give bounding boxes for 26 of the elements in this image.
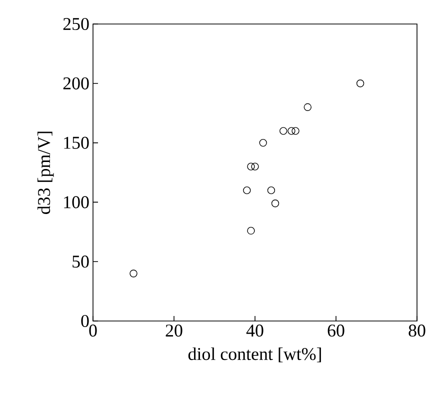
y-tick-label: 0: [81, 314, 89, 328]
point: [288, 127, 296, 135]
x-tick-label: 80: [408, 324, 426, 337]
point: [271, 200, 280, 208]
point: [247, 226, 255, 235]
x-tick-label: 0: [89, 324, 97, 337]
y-axis-title: d33 [pm/V]: [37, 132, 54, 214]
y-tick-label: 150: [64, 136, 89, 149]
point: [259, 138, 267, 147]
y-tick-label: 50: [72, 256, 89, 268]
x-tick-label: 40: [246, 324, 264, 337]
x-tick-label: 60: [328, 324, 344, 337]
point: [292, 127, 300, 135]
x-tick-label: 20: [166, 324, 182, 337]
point: [251, 162, 259, 170]
point: [243, 186, 251, 194]
y-tick-label: 200: [63, 77, 89, 90]
y-tick-label: 250: [63, 18, 89, 30]
point: [130, 270, 138, 278]
y-tick-label: 100: [64, 196, 89, 208]
point: [304, 103, 312, 112]
point: [280, 127, 288, 135]
point: [356, 80, 364, 88]
point: [267, 186, 276, 194]
x-axis-title: diol content [wt%]: [188, 347, 321, 362]
point: [247, 162, 255, 170]
